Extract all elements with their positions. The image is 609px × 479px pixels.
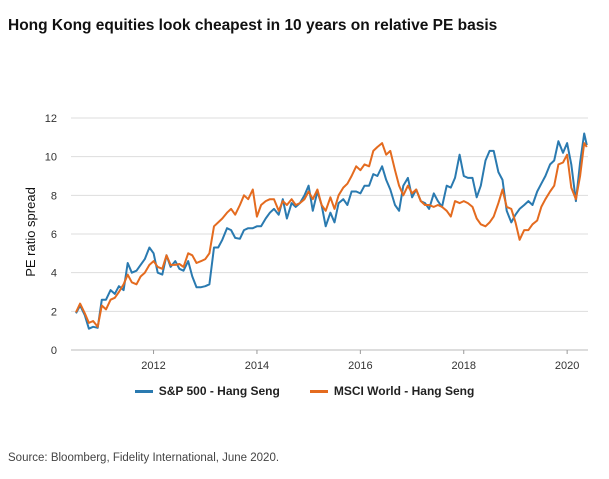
source-note: Source: Bloomberg, Fidelity Internationa… — [8, 452, 280, 464]
series-msci-line — [75, 142, 588, 328]
legend-item-sp500: S&P 500 - Hang Seng — [134, 384, 280, 398]
x-tick-label: 2016 — [348, 360, 372, 372]
y-tick-label: 0 — [51, 345, 57, 357]
chart-title: Hong Kong equities look cheapest in 10 y… — [8, 17, 498, 34]
y-tick-label: 2 — [51, 306, 57, 318]
legend-label-sp500: S&P 500 - Hang Seng — [158, 384, 280, 398]
gridlines — [71, 117, 588, 351]
y-tick-label: 8 — [51, 190, 57, 202]
y-tick-label: 6 — [51, 229, 57, 241]
y-tick-label: 4 — [51, 268, 57, 280]
x-tick-label: 2012 — [141, 360, 165, 372]
x-axis-ticks: 2012 2014 2016 2018 2020 — [141, 350, 579, 372]
x-tick-label: 2018 — [452, 360, 476, 372]
legend-swatch-sp500 — [134, 389, 153, 393]
y-axis-label: PE ratio spread — [23, 187, 38, 277]
legend-label-msci: MSCI World - Hang Seng — [333, 384, 475, 398]
y-axis-ticks: 0 2 4 6 8 10 12 — [45, 113, 57, 357]
legend: S&P 500 - Hang Seng MSCI World - Hang Se… — [0, 384, 609, 398]
legend-swatch-msci — [309, 389, 328, 393]
y-tick-label: 12 — [45, 113, 57, 125]
x-tick-label: 2014 — [245, 360, 269, 372]
legend-item-msci: MSCI World - Hang Seng — [309, 384, 475, 398]
y-tick-label: 10 — [45, 152, 57, 164]
series-sp500-line — [75, 132, 588, 330]
x-tick-label: 2020 — [555, 360, 579, 372]
series-lines — [75, 132, 588, 330]
